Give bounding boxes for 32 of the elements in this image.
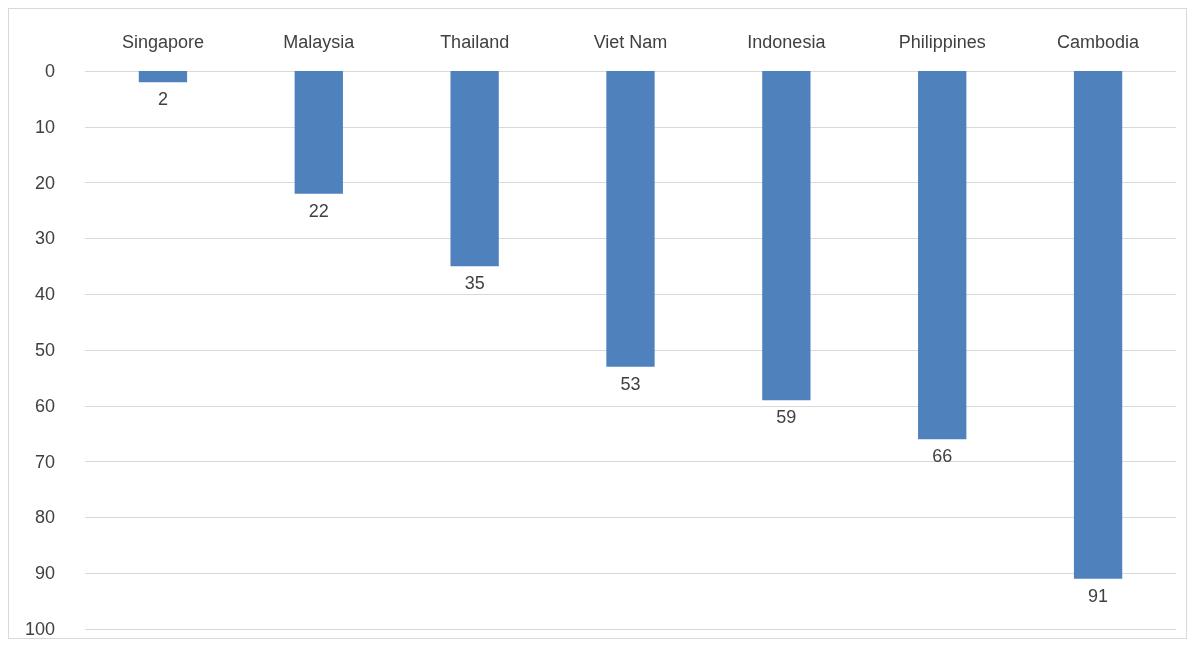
y-tick-label: 10 xyxy=(34,116,55,137)
bar xyxy=(294,71,343,194)
y-tick-label: 60 xyxy=(34,395,55,416)
x-tick-label: Indonesia xyxy=(747,32,827,52)
bar xyxy=(138,71,188,83)
x-tick-label: Viet Nam xyxy=(593,32,668,52)
bar xyxy=(762,71,811,401)
y-tick-label: 70 xyxy=(34,451,55,472)
x-tick-label: Cambodia xyxy=(1057,32,1141,52)
data-label: 66 xyxy=(932,446,953,467)
data-label: 53 xyxy=(620,373,641,394)
x-tick-label: Philippines xyxy=(898,32,986,52)
bar xyxy=(606,71,655,367)
y-tick-label: 90 xyxy=(34,563,55,584)
y-tick-label: 20 xyxy=(34,172,55,193)
data-label: 22 xyxy=(308,200,329,221)
bar xyxy=(1073,71,1123,579)
y-tick-label: 100 xyxy=(24,619,55,639)
data-label: 59 xyxy=(776,407,797,428)
x-tick-label: Malaysia xyxy=(283,32,356,52)
x-tick-label: Thailand xyxy=(440,32,510,52)
bar xyxy=(918,71,967,440)
y-tick-label: 50 xyxy=(34,340,55,360)
y-tick-label: 0 xyxy=(44,61,55,81)
bar xyxy=(450,71,499,267)
x-tick-label: Singapore xyxy=(121,32,204,52)
y-tick-label: 30 xyxy=(34,228,55,249)
data-label: 91 xyxy=(1088,585,1109,606)
y-tick-label: 40 xyxy=(34,284,55,305)
data-label: 2 xyxy=(157,89,168,110)
data-label: 35 xyxy=(464,273,485,294)
y-tick-label: 80 xyxy=(34,507,55,528)
